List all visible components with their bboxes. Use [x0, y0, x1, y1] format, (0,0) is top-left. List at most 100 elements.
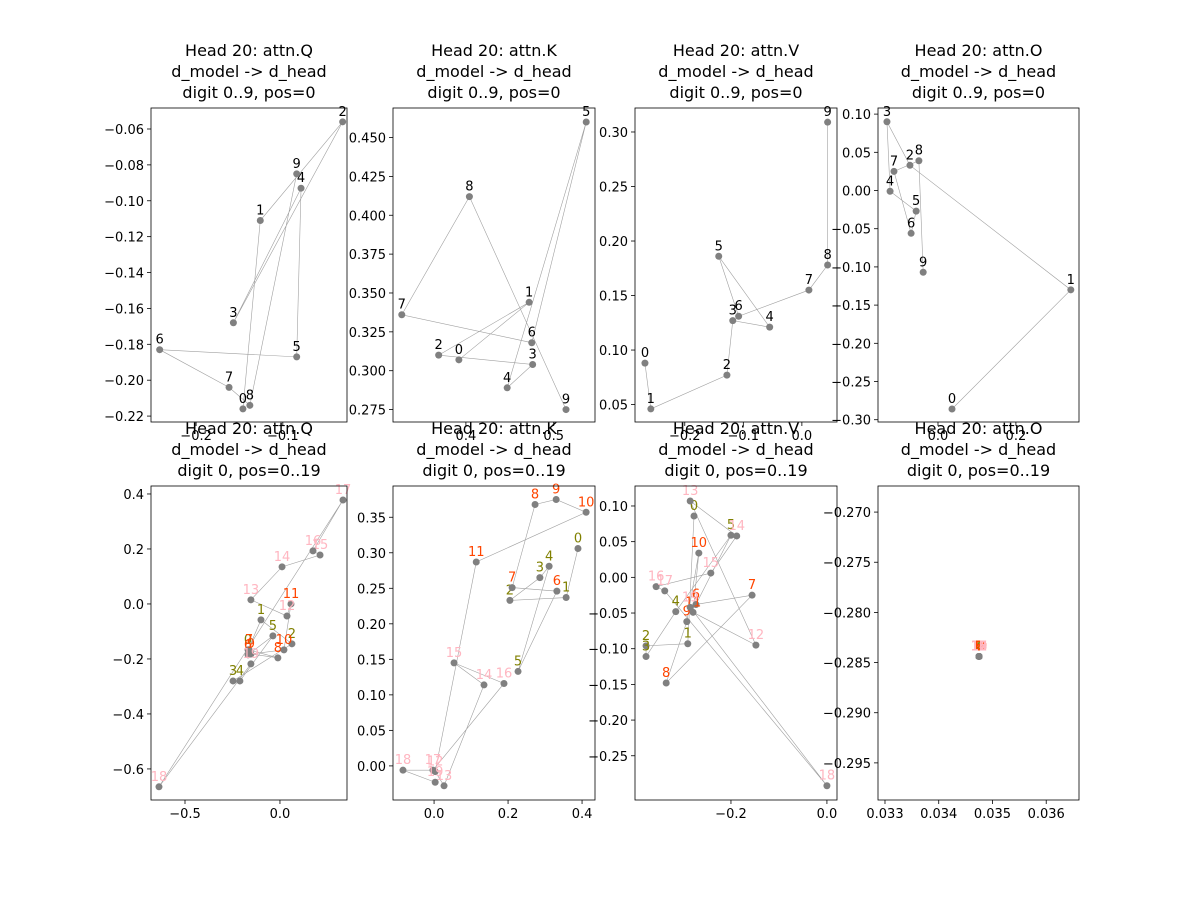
point [531, 500, 539, 508]
point [514, 667, 522, 675]
point [552, 495, 560, 503]
point-label: 9 [683, 605, 691, 620]
y-tick-label: −0.05 [588, 607, 628, 622]
y-tick-label: −0.10 [104, 195, 144, 210]
point-label: 0 [455, 343, 463, 358]
point [907, 229, 915, 237]
point [672, 608, 680, 616]
point-label: 6 [528, 326, 536, 341]
point [883, 118, 891, 126]
point-label: 13 [682, 484, 699, 499]
point-label: 3 [229, 306, 237, 321]
subplot-title: digit 0, pos=0..19 [664, 461, 807, 480]
point-label: 3 [642, 640, 650, 655]
point-label: 16 [971, 639, 988, 654]
subplot-title: d_model -> d_head [416, 62, 571, 82]
point-label: 18 [971, 639, 988, 654]
point-label: 3 [529, 347, 537, 362]
point-label: 15 [446, 646, 463, 661]
point-label: 1 [684, 627, 692, 642]
point-label: 7 [508, 571, 516, 586]
point-label: 4 [545, 549, 553, 564]
point-label: 2 [288, 627, 296, 642]
point [431, 778, 439, 786]
point [155, 783, 163, 791]
point [339, 496, 347, 504]
y-tick-label: 0.00 [842, 185, 871, 200]
point [316, 551, 324, 559]
y-tick-label: −0.6 [112, 763, 144, 778]
connecting-line [644, 122, 828, 410]
y-tick-label: 0.25 [357, 582, 386, 597]
point-label: 9 [823, 105, 831, 120]
point [642, 642, 650, 650]
point [435, 351, 443, 359]
point [684, 640, 692, 648]
axes-frame [877, 485, 1080, 801]
point-label: 9 [562, 393, 570, 408]
point [686, 603, 694, 611]
point-label: 7 [975, 639, 983, 654]
point-label: 17 [971, 639, 988, 654]
y-tick-label: −0.285 [823, 657, 871, 672]
point-label: 9 [975, 639, 983, 654]
point [506, 596, 514, 604]
x-tick-label: 0.0 [928, 429, 949, 444]
y-tick-label: −0.25 [831, 376, 871, 391]
point [683, 618, 691, 626]
point [915, 157, 923, 165]
x-tick-label: 0.0 [817, 807, 838, 822]
axes-frame [634, 485, 838, 801]
point [545, 562, 553, 570]
point-label: 5 [582, 105, 590, 120]
subplot-title: digit 0, pos=0..19 [422, 461, 565, 480]
point [536, 574, 544, 582]
point [293, 170, 301, 178]
point-label: 3 [536, 561, 544, 576]
point [480, 681, 488, 689]
point [824, 261, 832, 269]
y-tick-label: −0.06 [104, 123, 144, 138]
point-label: 5 [269, 619, 277, 634]
y-tick-label: −0.16 [104, 302, 144, 317]
x-tick-label: 0.0 [792, 429, 813, 444]
y-tick-label: 0.00 [357, 760, 386, 775]
y-tick-label: 0.00 [599, 571, 628, 586]
point-label: 17 [656, 574, 673, 589]
point [948, 405, 956, 413]
point-label: 0 [574, 532, 582, 547]
subplot-title: d_model -> d_head [658, 440, 813, 460]
point [398, 311, 406, 319]
point-label: 14 [728, 519, 745, 534]
subplot-title: d_model -> d_head [658, 62, 813, 82]
point-label: 2 [975, 639, 983, 654]
point-label: 4 [503, 371, 511, 386]
axes-frame [392, 485, 596, 801]
point [528, 339, 536, 347]
point-label: 7 [225, 370, 233, 385]
point [399, 766, 407, 774]
point-label: 0 [239, 392, 247, 407]
y-tick-label: 0.30 [599, 126, 628, 141]
subplot-title: Head 20: attn.V [673, 419, 799, 438]
y-tick-label: 0.10 [357, 689, 386, 704]
point-label: 0 [948, 392, 956, 407]
point [686, 497, 694, 505]
point-label: 9 [919, 255, 927, 270]
y-tick-label: 0.10 [599, 500, 628, 515]
x-tick-label: 0.4 [572, 807, 593, 822]
point-label: 2 [723, 358, 731, 373]
y-tick-label: 0.05 [842, 146, 871, 161]
point [465, 193, 473, 201]
y-tick-label: 0.375 [349, 248, 386, 263]
y-tick-label: −0.280 [823, 606, 871, 621]
point-label: 8 [531, 487, 539, 502]
point [805, 286, 813, 294]
x-tick-label: 0.034 [920, 807, 957, 822]
x-tick-label: 0.033 [866, 807, 903, 822]
x-tick-label: 0.5 [543, 429, 564, 444]
y-tick-label: 0.400 [349, 209, 386, 224]
